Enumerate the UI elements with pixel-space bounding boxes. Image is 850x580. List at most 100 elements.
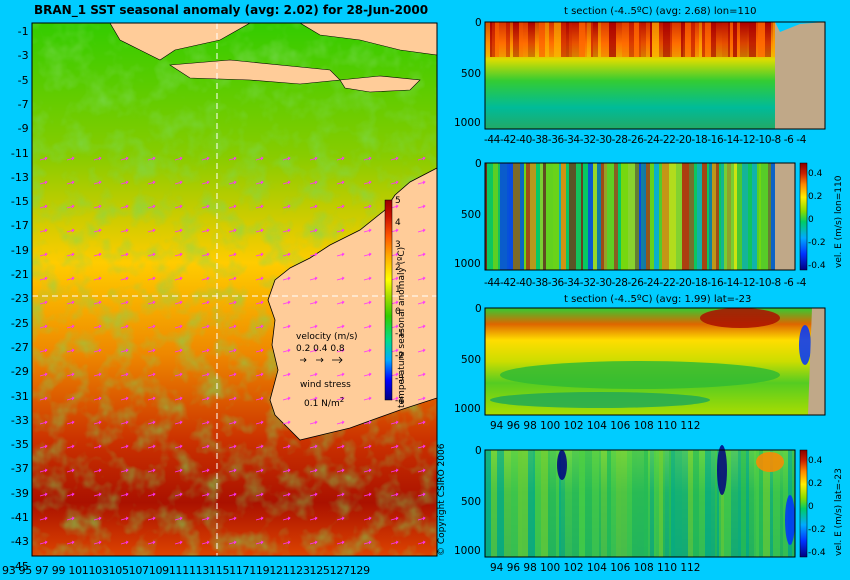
p2-stripe — [536, 163, 540, 270]
p4-stripe — [738, 450, 741, 557]
p2-stripe — [561, 163, 566, 270]
wind-arrow — [201, 324, 210, 329]
p1-stripe — [490, 22, 492, 57]
wind-arrow — [39, 324, 48, 329]
wind-legend-value: 0.1 N/m2 — [304, 396, 345, 409]
p4-stripe — [659, 450, 663, 557]
p1-stripe — [740, 22, 747, 57]
wind-arrow — [417, 180, 426, 185]
wind-arrow — [228, 348, 237, 353]
p1-stripe — [716, 22, 722, 57]
map-y-tick: -9 — [17, 122, 29, 136]
panel-vel-lon — [484, 162, 808, 271]
p2-colorbar — [799, 162, 808, 271]
p2-stripe — [676, 163, 682, 270]
wind-arrow — [120, 348, 129, 353]
wind-arrow — [228, 156, 237, 161]
wind-arrow — [147, 444, 156, 449]
sst-colorbar — [384, 199, 393, 401]
wind-arrow — [363, 396, 372, 401]
p1-stripe — [616, 22, 622, 57]
p2-stripe — [581, 163, 583, 270]
vel-colorbar-tick: -0.2 — [808, 525, 826, 535]
wind-arrow — [336, 444, 345, 449]
wind-arrow — [255, 468, 264, 473]
p1-stripe — [641, 22, 646, 57]
wind-arrow — [255, 252, 264, 257]
wind-arrow — [336, 324, 345, 329]
wind-arrow — [39, 372, 48, 377]
wind-arrow — [417, 372, 426, 377]
p1-stripe — [523, 22, 528, 57]
p1-stripe — [585, 22, 587, 57]
p2-stripe — [712, 163, 716, 270]
p4-stripe — [572, 450, 579, 557]
wind-arrow — [201, 420, 210, 425]
p4-stripe — [759, 450, 763, 557]
p4-stripe — [616, 450, 621, 557]
wind-arrow — [228, 396, 237, 401]
wind-arrow — [363, 540, 372, 545]
wind-arrow — [228, 324, 237, 329]
wind-arrow — [309, 252, 318, 257]
p4-stripe — [669, 450, 671, 557]
p2-stripe — [500, 163, 507, 270]
p2-stripe — [526, 163, 530, 270]
velocity-legend-arrows — [300, 356, 343, 364]
wind-arrow — [66, 540, 75, 545]
p2-stripe — [752, 163, 757, 270]
wind-arrow — [201, 204, 210, 209]
wind-arrows — [39, 156, 426, 545]
wind-arrow — [120, 516, 129, 521]
p3-warm-core — [700, 308, 780, 328]
wind-arrow — [174, 204, 183, 209]
p1-stripe — [495, 22, 499, 57]
p2-stripe — [588, 163, 593, 270]
wind-arrow — [390, 516, 399, 521]
p4-stripe — [671, 450, 675, 557]
wind-arrow — [282, 468, 291, 473]
wind-arrow — [390, 444, 399, 449]
sst-colorbar-label: temperature seasonal anomaly (ºC) — [397, 246, 407, 408]
wind-arrow — [147, 468, 156, 473]
wind-arrow — [147, 228, 156, 233]
wind-arrow — [336, 540, 345, 545]
p1-stripe — [528, 22, 535, 57]
sst-colorbar-tick: 3 — [395, 240, 401, 251]
wind-arrow — [228, 252, 237, 257]
wind-arrow — [174, 324, 183, 329]
wind-arrow — [336, 420, 345, 425]
wind-arrow — [417, 444, 426, 449]
p2-stripe — [543, 163, 546, 270]
wind-arrow — [363, 492, 372, 497]
panel4-x-ticks: 94 96 98 100 102 104 106 108 110 112 — [490, 562, 701, 574]
wind-arrow — [336, 252, 345, 257]
wind-arrow — [201, 492, 210, 497]
sst-colorbar-tick: -4 — [395, 395, 404, 406]
wind-arrow — [174, 276, 183, 281]
wind-arrow — [363, 516, 372, 521]
p1-stripe — [587, 22, 591, 57]
wind-arrow — [363, 276, 372, 281]
p4-stripe — [561, 450, 565, 557]
p4-stripe — [705, 450, 711, 557]
p2-stripe — [697, 163, 702, 270]
wind-arrow — [228, 468, 237, 473]
p2-stripe — [607, 163, 614, 270]
wind-arrow — [93, 348, 102, 353]
p2-stripe — [597, 163, 601, 270]
wind-arrow — [120, 300, 129, 305]
depth-tick: 0 — [475, 445, 482, 457]
p4-jet — [785, 495, 795, 545]
p2-stripe — [618, 163, 621, 270]
wind-arrow — [66, 492, 75, 497]
map-y-tick: -15 — [10, 195, 29, 209]
wind-arrow — [39, 396, 48, 401]
p4-stripe — [656, 450, 659, 557]
wind-arrow — [255, 276, 264, 281]
p2-stripe — [553, 163, 559, 270]
australia-land — [267, 167, 438, 441]
p1-stripe — [593, 22, 598, 57]
wind-arrow — [417, 420, 426, 425]
p2-stripe — [569, 163, 576, 270]
